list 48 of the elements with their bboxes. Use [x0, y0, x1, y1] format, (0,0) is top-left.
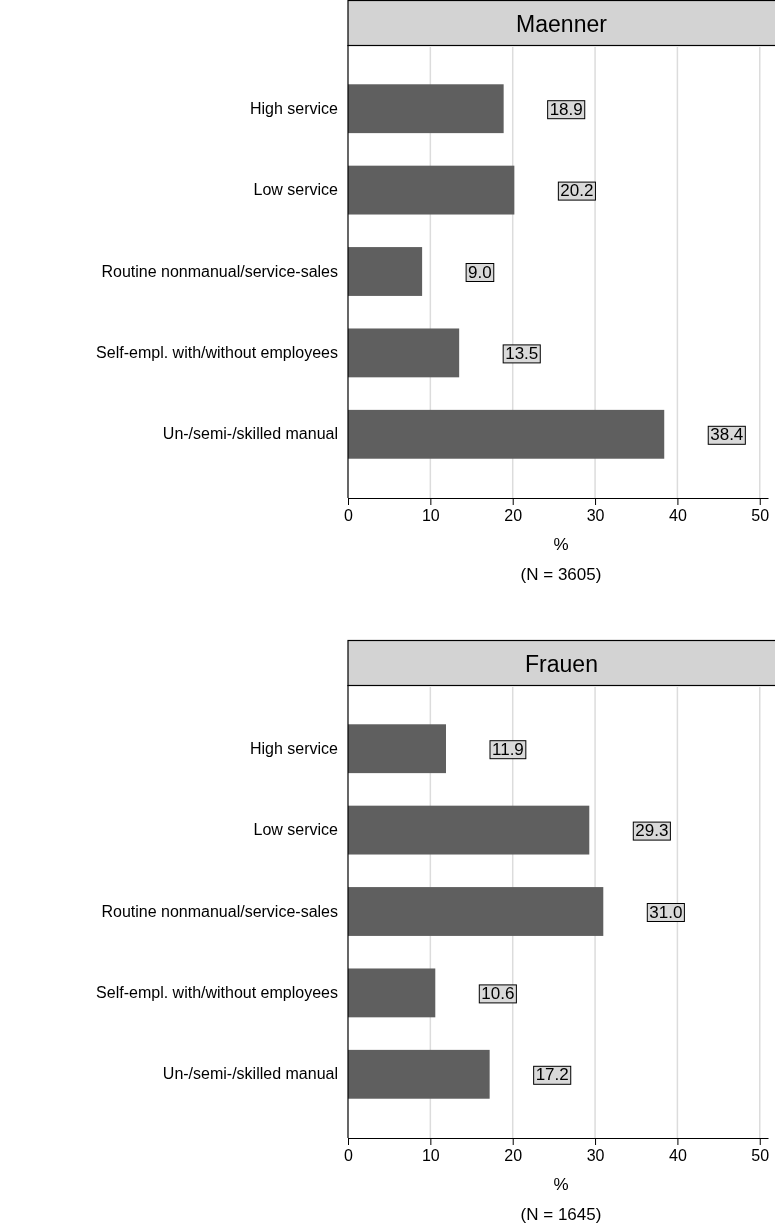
x-axis-title: %: [553, 535, 569, 554]
x-tick-label: 0: [344, 507, 354, 525]
text: (N = 3605): [520, 565, 602, 584]
data-label: 17.2: [535, 1065, 569, 1085]
data-label: 31.0: [649, 902, 683, 922]
x-tick-label: 20: [504, 507, 523, 525]
y-tick-label: High service: [249, 99, 339, 117]
x-tick-label: 0: [344, 1147, 354, 1165]
y-tick-label: Self-empl. with/without employees: [96, 344, 338, 362]
bar: [348, 724, 446, 774]
x-tick-label: 50: [751, 1147, 770, 1165]
x-tick-label: 50: [751, 507, 770, 525]
y-tick-label: Un-/semi-/skilled manual: [162, 1065, 338, 1083]
y-tick-label: Routine nonmanual/service-sales: [101, 902, 338, 920]
bar: [348, 1049, 490, 1099]
bar: [348, 805, 590, 855]
chart-title: Maenner: [516, 11, 608, 37]
data-label: 11.9: [492, 739, 524, 759]
x-tick-label: 40: [669, 507, 687, 525]
x-tick-label: 10: [421, 507, 440, 525]
x-axis-title: %: [553, 1175, 569, 1194]
data-label: 9.0: [468, 262, 492, 282]
bar: [348, 165, 515, 215]
bar: [348, 247, 423, 296]
y-tick-label: Routine nonmanual/service-sales: [101, 262, 338, 280]
data-label: 10.6: [481, 983, 515, 1003]
bar: [348, 887, 604, 936]
bar: [348, 84, 504, 134]
bar: [348, 328, 460, 378]
data-label: 38.4: [710, 425, 744, 445]
y-tick-label: Low service: [253, 181, 339, 199]
y-tick-label: Low service: [253, 821, 339, 839]
text: (N = 1645): [520, 1205, 602, 1224]
x-tick-label: 30: [586, 1147, 605, 1165]
chart-title: Frauen: [525, 651, 598, 677]
data-label: 13.5: [505, 343, 539, 363]
data-label: 29.3: [635, 821, 669, 841]
x-tick-label: 40: [669, 1147, 687, 1165]
x-tick-label: 20: [504, 1147, 523, 1165]
data-label: 18.9: [549, 99, 583, 119]
y-tick-label: High service: [249, 739, 339, 757]
x-tick-label: 10: [421, 1147, 440, 1165]
bar: [348, 409, 665, 459]
y-tick-label: Self-empl. with/without employees: [96, 984, 338, 1002]
y-tick-label: Un-/semi-/skilled manual: [162, 425, 338, 443]
data-label: 20.2: [560, 181, 594, 201]
x-tick-label: 30: [586, 507, 605, 525]
bar: [348, 968, 436, 1018]
